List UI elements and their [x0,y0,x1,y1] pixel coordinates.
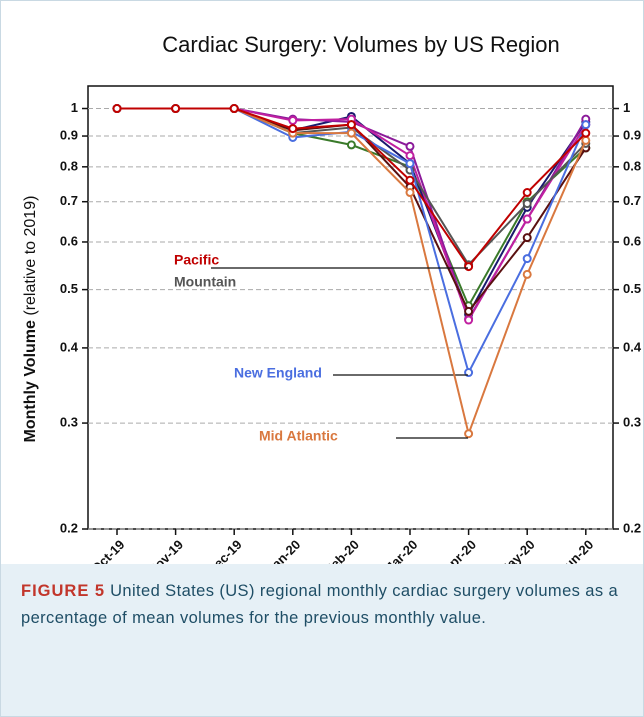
data-point [405,141,415,151]
y2-tick-label: 0.7 [623,193,641,208]
data-point [112,104,122,114]
data-point [522,254,532,264]
chart-title: Cardiac Surgery: Volumes by US Region [162,32,559,57]
y2-tick-label: 0.2 [623,520,641,535]
chart: Cardiac Surgery: Volumes by US Region Mo… [22,32,642,579]
x-tick-label: Mar-20 [380,537,420,564]
y2-tick-label: 0.5 [623,281,641,296]
y2-tick-label: 0.3 [623,415,641,430]
x-tick-label: Nov-19 [145,537,186,564]
data-point [581,128,591,138]
data-point [346,140,356,150]
data-point [288,124,298,134]
y2-tick-label: 1 [623,100,630,115]
x-tick-label: Jun-20 [556,537,596,564]
data-point [346,128,356,138]
x-tick-label: May-20 [496,537,538,564]
data-point [346,120,356,130]
data-point [464,429,474,439]
x-tick-label: Oct-19 [88,537,127,564]
data-point [229,104,239,114]
data-point [522,188,532,198]
data-point [171,104,181,114]
y-axis-label-main: Monthly Volume [22,320,39,442]
y2-tick-label: 0.9 [623,127,641,142]
data-point [581,135,591,145]
data-point [464,315,474,325]
y-axis-label: Monthly Volume (relative to 2019) [22,196,39,443]
caption: FIGURE 5 United States (US) regional mon… [1,564,643,716]
x-tick-label: Apr-20 [439,537,479,564]
y-tick-label: 0.8 [60,158,78,173]
y-tick-label: 0.2 [60,520,78,535]
y-tick-label: 0.7 [60,193,78,208]
data-point [522,199,532,209]
series-label: Mountain [174,274,236,290]
data-point [522,214,532,224]
y-tick-label: 0.6 [60,233,78,248]
x-tick-label: Dec-19 [204,537,245,564]
y-tick-label: 0.9 [60,127,78,142]
data-point [405,151,415,161]
data-point [405,188,415,198]
data-point [405,175,415,185]
y2-tick-label: 0.4 [623,339,642,354]
series-label: Pacific [174,252,219,268]
data-point [522,233,532,243]
y-tick-label: 0.3 [60,415,78,430]
y-tick-label: 0.5 [60,281,78,296]
series-line [117,107,587,438]
x-tick-label: Feb-20 [322,537,362,564]
series-label: Mid Atlantic [259,428,338,444]
y2-tick-label: 0.8 [623,158,641,173]
y-axis-label-note: (relative to 2019) [22,196,39,316]
y-tick-label: 1 [71,100,78,115]
data-point [288,116,298,126]
y-tick-label: 0.4 [60,339,79,354]
caption-label: FIGURE 5 [21,582,106,600]
data-point [464,262,474,272]
data-point [464,306,474,316]
plot-frame [87,85,614,530]
data-point [405,159,415,169]
caption-text: United States (US) regional monthly card… [21,582,619,627]
x-tick-label: Jan-20 [264,537,304,564]
data-point [522,269,532,279]
series-label: New England [234,365,322,381]
data-point [464,368,474,378]
y2-tick-label: 0.6 [623,233,641,248]
data-point [581,120,591,130]
